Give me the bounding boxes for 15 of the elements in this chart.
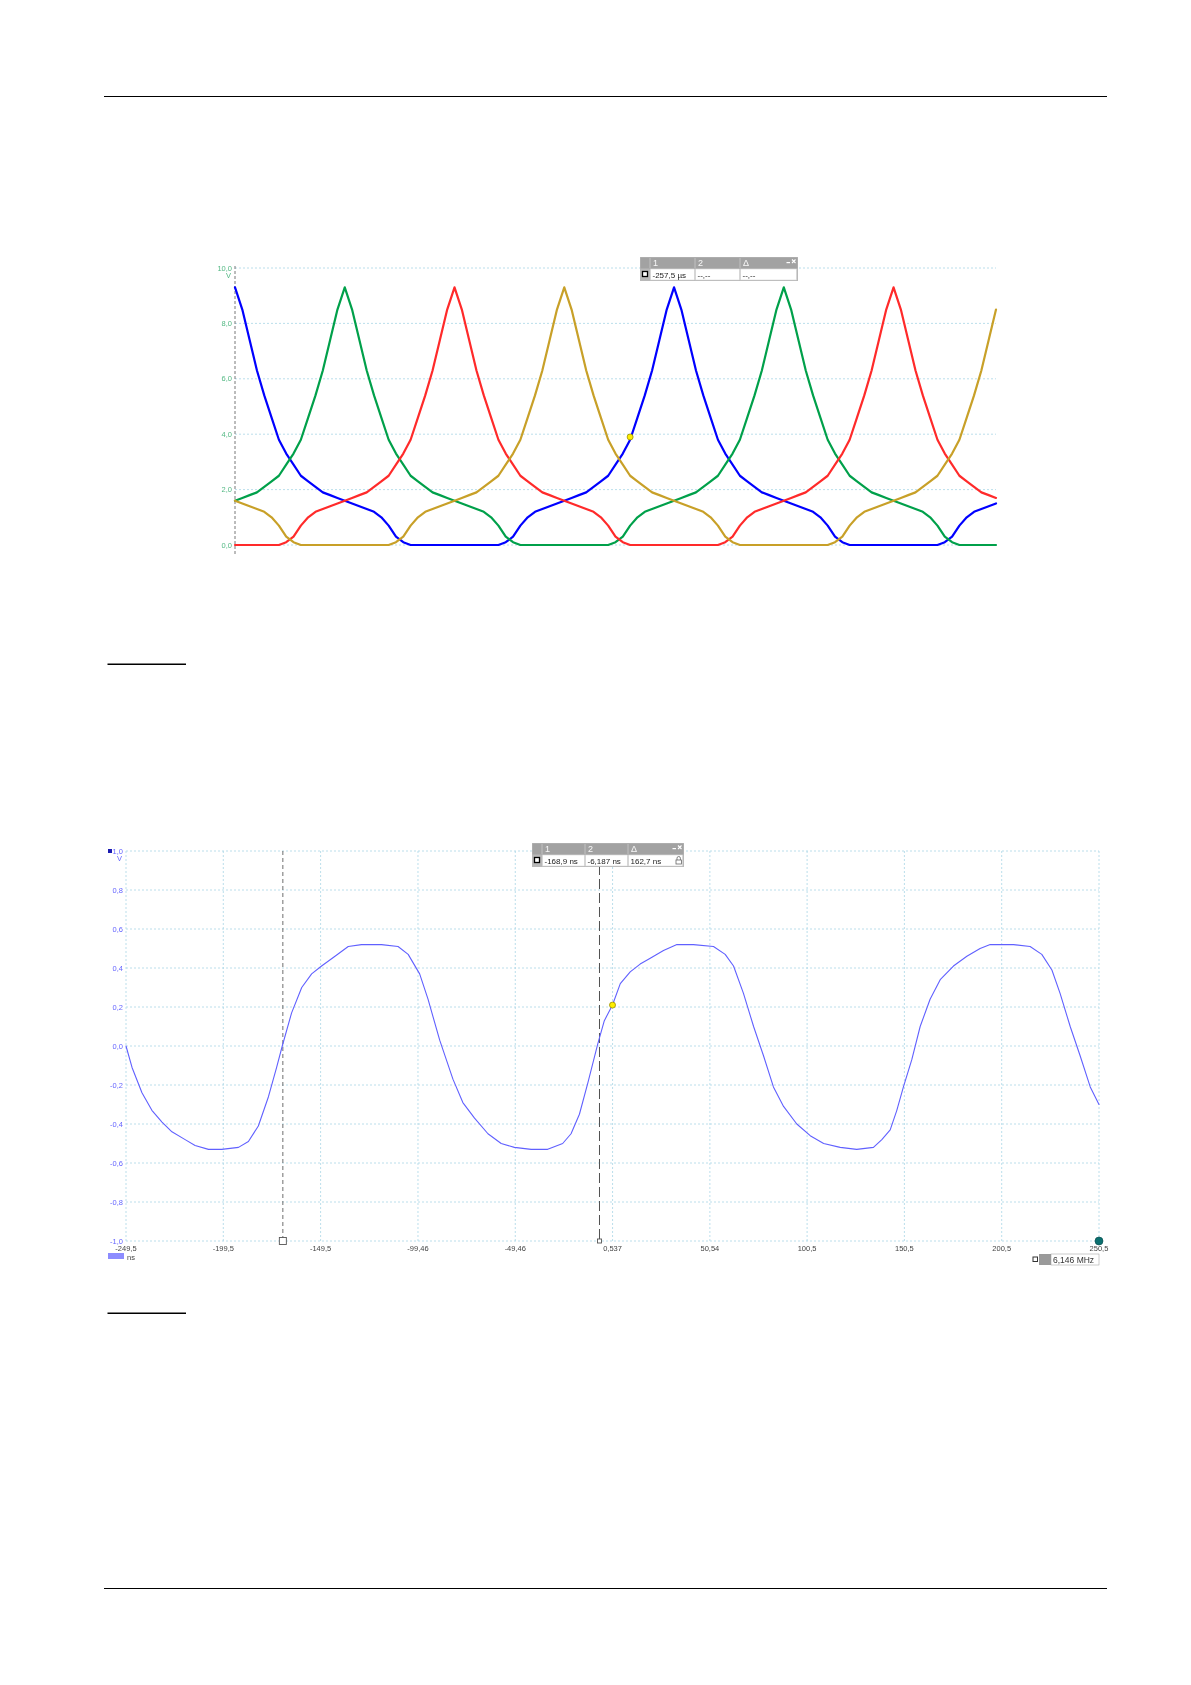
annotation: 162,7 ns bbox=[630, 856, 662, 866]
annotation: 2 bbox=[698, 258, 704, 268]
annotation: -6,187 ns bbox=[587, 856, 621, 866]
annotation: Δ bbox=[631, 844, 638, 854]
annotation: -257,5 µs bbox=[652, 270, 687, 280]
annotation: --,-- bbox=[697, 270, 711, 280]
annotation: --,-- bbox=[742, 270, 756, 280]
annotation: 1 bbox=[653, 258, 659, 268]
annotation: 2 bbox=[588, 844, 594, 854]
annotation: 1 bbox=[545, 844, 551, 854]
line-series bbox=[233, 286, 998, 547]
line-series bbox=[125, 944, 1100, 1150]
annotation: Δ bbox=[743, 258, 750, 268]
annotation: -168,9 ns bbox=[544, 856, 578, 866]
text: 6,146 MHz bbox=[1053, 1254, 1095, 1265]
